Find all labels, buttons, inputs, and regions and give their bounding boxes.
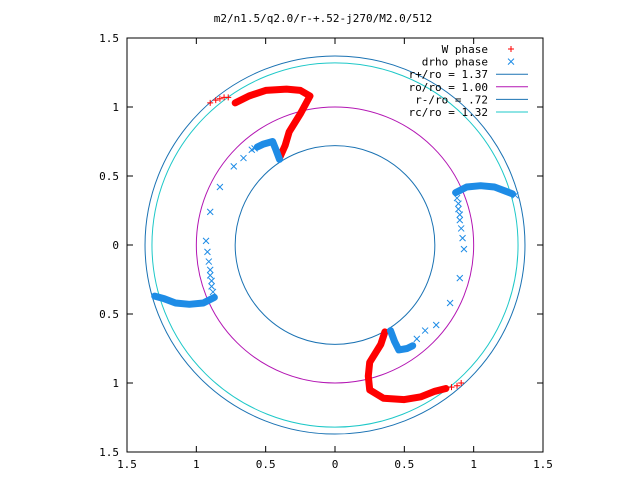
drho-phase-marker	[205, 258, 213, 265]
x-tick-label: 0.5	[256, 458, 276, 471]
legend-label: r-/ro = .72	[415, 93, 488, 106]
chart-title: m2/n1.5/q2.0/r-+.52-j270/M2.0/512	[214, 12, 433, 25]
x-tick-label: 0	[332, 458, 339, 471]
y-tick-label: 0.5	[99, 308, 119, 321]
drho-phase-marker	[206, 266, 214, 274]
w-phase-marker	[225, 94, 232, 101]
dense-marker-band	[253, 138, 283, 163]
y-tick-label: 1.5	[99, 446, 119, 459]
dense-marker-band	[231, 85, 314, 162]
legend-label: rc/ro = 1.32	[409, 106, 488, 119]
y-tick-label: 1.5	[99, 32, 119, 45]
radius-circles	[144, 55, 526, 435]
x-tick-label: 1	[470, 458, 477, 471]
drho-phase-marker	[459, 234, 466, 242]
radius-circle	[195, 106, 475, 384]
drho-phase-marker	[446, 299, 454, 307]
drho-phase-marker	[432, 321, 440, 329]
drho-phase-marker	[460, 245, 468, 253]
drho-phase-marker	[202, 237, 210, 245]
drho-phase-marker	[204, 248, 211, 256]
dense-marker-band	[452, 182, 516, 198]
drho-phase-marker	[455, 205, 462, 213]
drho-phase-marker	[421, 327, 429, 334]
y-tick-label: 0	[112, 239, 119, 252]
drho-phase-marker	[206, 208, 214, 216]
drho-phase-marker	[456, 211, 464, 218]
y-tick-label: 0.5	[99, 170, 119, 183]
drho-phase-marker	[453, 194, 461, 202]
radius-circle	[234, 145, 436, 345]
w-phase-marker	[207, 99, 214, 106]
drho-phase-marker	[511, 191, 519, 199]
drho-phase-marker	[455, 200, 462, 207]
drho-phase-marker	[456, 274, 464, 282]
radius-circle	[144, 55, 526, 435]
drho-phase-marker	[209, 288, 217, 296]
w-phase-marker	[448, 384, 455, 391]
w-phase-marker	[454, 382, 461, 389]
x-tick-label: 1.5	[533, 458, 553, 471]
drho-phase-marker	[208, 283, 215, 290]
legend-label: r+/ro = 1.37	[409, 68, 488, 81]
radius-circle	[151, 62, 519, 428]
drho-phase-marker	[230, 162, 238, 170]
drho-phase-series	[151, 138, 519, 354]
w-phase-marker	[212, 97, 219, 104]
drho-phase-marker	[507, 58, 515, 65]
drho-phase-marker	[251, 145, 258, 152]
w-phase-series	[207, 85, 465, 404]
drho-phase-marker	[413, 335, 421, 343]
data-series	[151, 85, 519, 404]
y-tick-label: 1	[112, 377, 119, 390]
drho-phase-marker	[240, 154, 247, 162]
y-tick-label: 1	[112, 101, 119, 114]
legend-label: ro/ro = 1.00	[409, 81, 488, 94]
dense-marker-band	[387, 327, 417, 354]
legend-label: W phase	[442, 43, 488, 56]
w-phase-marker	[458, 380, 465, 386]
w-phase-marker	[508, 46, 514, 52]
drho-phase-marker	[208, 277, 215, 285]
x-tick-label: 1	[193, 458, 200, 471]
drho-phase-marker	[216, 183, 224, 191]
w-phase-marker	[216, 95, 223, 102]
drho-phase-marker	[206, 272, 214, 279]
x-tick-label: 1.5	[117, 458, 137, 471]
drho-phase-marker	[456, 216, 464, 224]
drho-phase-marker	[457, 225, 465, 232]
legend-label: drho phase	[422, 56, 488, 69]
dense-marker-band	[364, 328, 450, 404]
tick-marks	[126, 37, 544, 453]
dense-marker-band	[151, 292, 218, 308]
x-tick-label: 0.5	[394, 458, 414, 471]
tick-labels: 1.5 1 0.5 0 0.5 1 1.51.510.500.511.5	[99, 32, 553, 471]
